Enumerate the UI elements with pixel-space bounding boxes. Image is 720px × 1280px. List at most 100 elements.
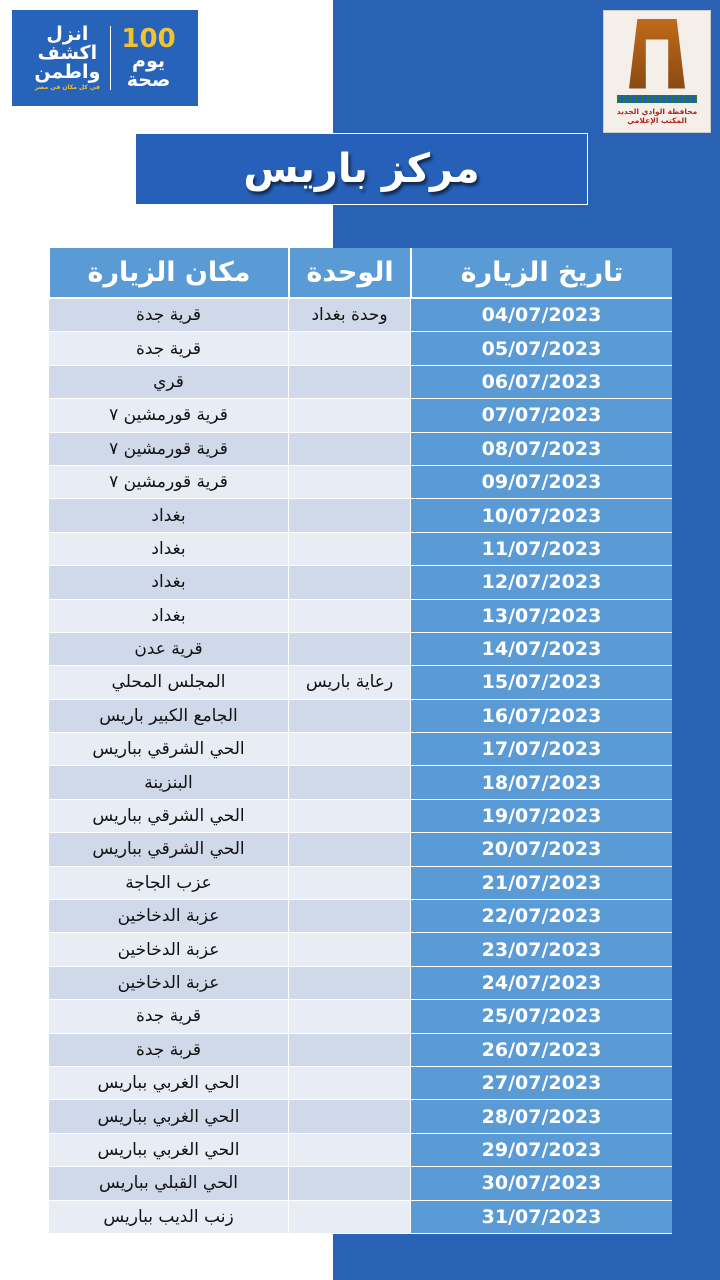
table-row: 28/07/2023 الحي الغربي بباريس	[48, 1100, 672, 1134]
table-row: 14/07/2023 قرية عدن	[48, 632, 672, 667]
cell-date: 04/07/2023	[410, 299, 672, 332]
cell-date: 16/07/2023	[410, 699, 672, 733]
cell-date: 08/07/2023	[410, 432, 672, 465]
cell-place: المجلس المحلي	[48, 666, 288, 699]
cell-date: 10/07/2023	[410, 499, 672, 532]
cell-date: 23/07/2023	[410, 933, 672, 966]
cell-place: بغداد	[48, 499, 288, 532]
cell-place: بغداد	[48, 566, 288, 599]
table-row: 10/07/2023 بغداد	[48, 499, 672, 533]
table-header: تاريخ الزيارة الوحدة مكان الزيارة	[48, 248, 672, 299]
logo-slogan: انزل	[46, 23, 89, 45]
cell-unit	[288, 599, 410, 632]
100-days-health-logo: 100 يوم صحة انزل اكشف واطمن في كل مكان ف…	[12, 10, 198, 106]
cell-unit	[288, 566, 410, 599]
cell-unit	[288, 499, 410, 532]
cell-unit	[288, 900, 410, 933]
cell-place: قرية قورمشين ٧	[48, 465, 288, 499]
cell-date: 19/07/2023	[410, 799, 672, 833]
table-row: 06/07/2023 قري	[48, 365, 672, 400]
cell-unit	[288, 1033, 410, 1066]
cell-unit	[288, 465, 410, 499]
cell-date: 06/07/2023	[410, 365, 672, 399]
cell-date: 26/07/2023	[410, 1033, 672, 1066]
cell-place: الحي القبلي بباريس	[48, 1167, 288, 1200]
visits-table: تاريخ الزيارة الوحدة مكان الزيارة 04/07/…	[48, 248, 672, 1234]
cell-place: قرية قورمشين ٧	[48, 432, 288, 465]
header-date: تاريخ الزيارة	[410, 248, 672, 297]
logo-line: المكتب الإعلامي	[627, 116, 687, 126]
wave-icon	[617, 94, 697, 103]
cell-place: زنب الديب بباريس	[48, 1200, 288, 1233]
logo-line: محافظة الوادي الجديد	[616, 106, 698, 116]
cell-unit	[288, 733, 410, 766]
cell-unit	[288, 699, 410, 733]
logo-word: يوم	[132, 50, 166, 72]
cell-date: 25/07/2023	[410, 1000, 672, 1033]
cell-place: عزبة الدخاخين	[48, 933, 288, 966]
cell-date: 21/07/2023	[410, 866, 672, 900]
logo-word: صحة	[126, 69, 171, 91]
cell-place: قري	[48, 365, 288, 399]
cell-place: قرية قورمشين ٧	[48, 399, 288, 432]
table-row: 21/07/2023 عزب الجاجة	[48, 866, 672, 901]
cell-unit	[288, 766, 410, 799]
cell-unit	[288, 966, 410, 1000]
cell-place: بغداد	[48, 532, 288, 566]
table-row: 29/07/2023 الحي الغربي بباريس	[48, 1133, 672, 1168]
cell-unit	[288, 1100, 410, 1133]
table-row: 18/07/2023 البنزينة	[48, 766, 672, 800]
table-row: 12/07/2023 بغداد	[48, 566, 672, 600]
cell-date: 13/07/2023	[410, 599, 672, 632]
cell-date: 30/07/2023	[410, 1167, 672, 1200]
table-row: 16/07/2023 الجامع الكبير باريس	[48, 699, 672, 734]
cell-unit	[288, 866, 410, 900]
table-row: 26/07/2023 قربة جدة	[48, 1033, 672, 1067]
cell-unit	[288, 1000, 410, 1033]
cell-date: 15/07/2023	[410, 666, 672, 699]
cell-place: الحي الشرقي بباريس	[48, 799, 288, 833]
logo-tagline: في كل مكان في مصر	[34, 84, 100, 91]
table-row: 24/07/2023 عزبة الدخاخين	[48, 966, 672, 1001]
cell-place: قرية جدة	[48, 299, 288, 332]
cell-unit	[288, 833, 410, 866]
cell-date: 12/07/2023	[410, 566, 672, 599]
table-row: 22/07/2023 عزبة الدخاخين	[48, 900, 672, 934]
table-row: 05/07/2023 قرية جدة	[48, 332, 672, 366]
table-row: 04/07/2023 وحدة بغداد قرية جدة	[48, 299, 672, 333]
cell-date: 14/07/2023	[410, 632, 672, 666]
cell-date: 28/07/2023	[410, 1100, 672, 1133]
temple-gate-icon	[629, 18, 685, 89]
table-row: 19/07/2023 الحي الشرقي بباريس	[48, 799, 672, 834]
table-row: 17/07/2023 الحي الشرقي بباريس	[48, 733, 672, 767]
cell-place: الحي الغربي بباريس	[48, 1100, 288, 1133]
cell-unit	[288, 1066, 410, 1100]
table-row: 07/07/2023 قرية قورمشين ٧	[48, 399, 672, 433]
cell-place: الحي الغربي بباريس	[48, 1066, 288, 1100]
cell-place: الحي الشرقي بباريس	[48, 733, 288, 766]
cell-place: عزبة الدخاخين	[48, 966, 288, 1000]
cell-place: قرية جدة	[48, 332, 288, 365]
cell-place: عزب الجاجة	[48, 866, 288, 900]
page-title: مركز باريس	[135, 133, 588, 205]
cell-unit	[288, 399, 410, 432]
cell-date: 07/07/2023	[410, 399, 672, 432]
cell-date: 18/07/2023	[410, 766, 672, 799]
cell-date: 29/07/2023	[410, 1133, 672, 1167]
header-unit: الوحدة	[288, 248, 410, 297]
table-row: 09/07/2023 قرية قورمشين ٧	[48, 465, 672, 500]
cell-unit: رعاية باريس	[288, 666, 410, 699]
cell-place: البنزينة	[48, 766, 288, 799]
header-place: مكان الزيارة	[48, 248, 288, 297]
cell-unit	[288, 365, 410, 399]
logo-divider	[110, 26, 112, 90]
logo-slogan: واطمن	[34, 61, 101, 83]
cell-place: الحي الشرقي بباريس	[48, 833, 288, 866]
cell-unit	[288, 799, 410, 833]
logo-slogan: اكشف	[37, 42, 98, 64]
cell-unit	[288, 332, 410, 365]
table-row: 30/07/2023 الحي القبلي بباريس	[48, 1167, 672, 1201]
cell-place: قرية عدن	[48, 632, 288, 666]
cell-place: الجامع الكبير باريس	[48, 699, 288, 733]
cell-unit	[288, 532, 410, 566]
